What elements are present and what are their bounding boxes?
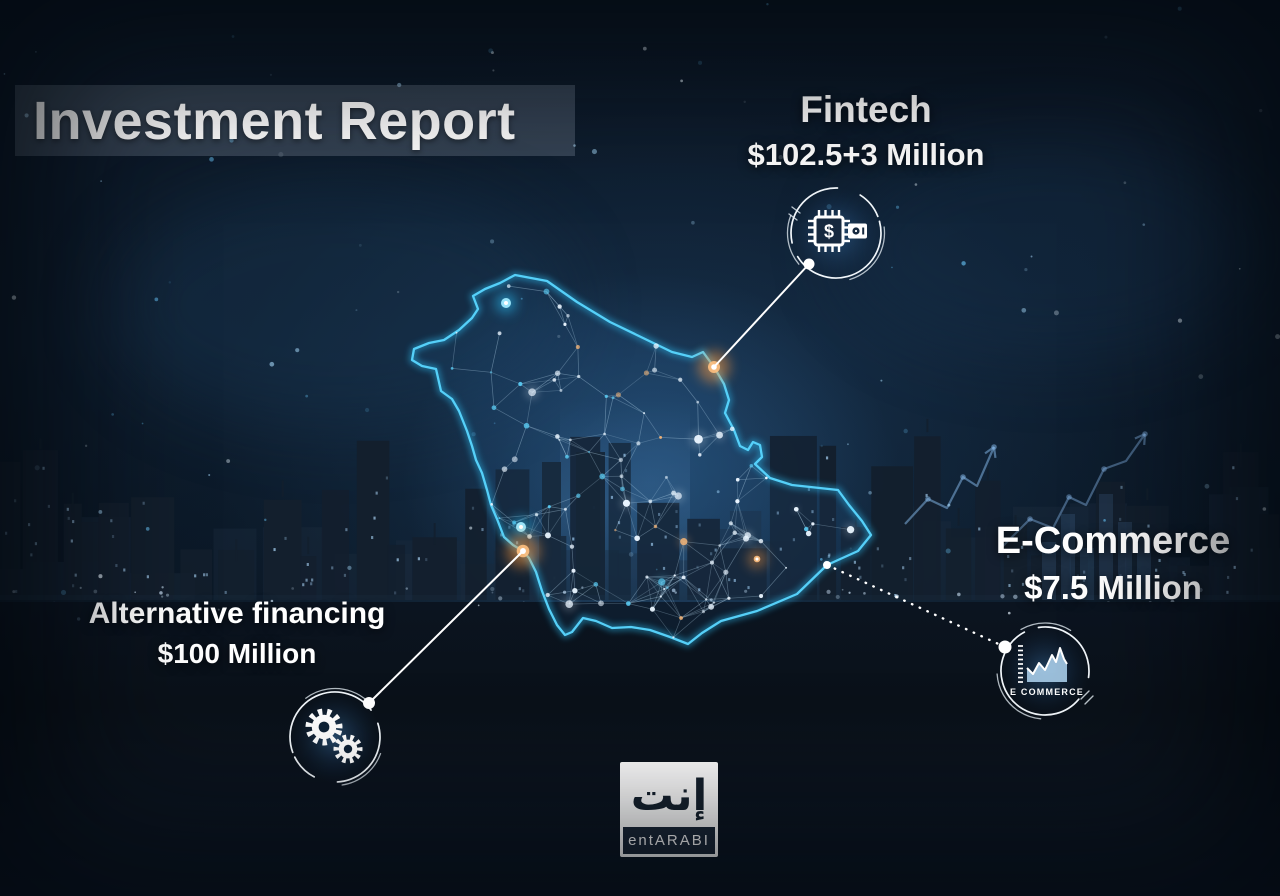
dollar-symbol: $ [824,222,834,242]
gears-icon [285,687,385,787]
growth-chart-icon: E COMMERCE [996,622,1094,720]
alternative-financing-label: Alternative financing [88,597,386,630]
title-bar: Investment Report [15,85,575,156]
logo-latin-wordmark: entARABI [623,827,715,854]
icon-caption: E COMMERCE [1010,687,1084,697]
callout-alternative-financing: Alternative financing $100 Million [87,597,387,670]
page-title: Investment Report [33,90,516,151]
callout-ecommerce: E-Commerce $7.5 Million [963,520,1263,606]
callout-fintech: Fintech $102.5+3 Million [716,89,1016,172]
fintech-amount: $102.5+3 Million [747,136,985,172]
alternative-financing-amount: $100 Million [157,638,317,669]
ecommerce-amount: $7.5 Million [1024,568,1202,606]
logo-arabic-wordmark: إنت [630,770,708,821]
fintech-label: Fintech [800,89,932,130]
entarabi-logo: إنت entARABI [620,762,718,857]
chip-dollar-icon: $ [786,183,886,283]
ecommerce-label: E-Commerce [995,520,1231,562]
